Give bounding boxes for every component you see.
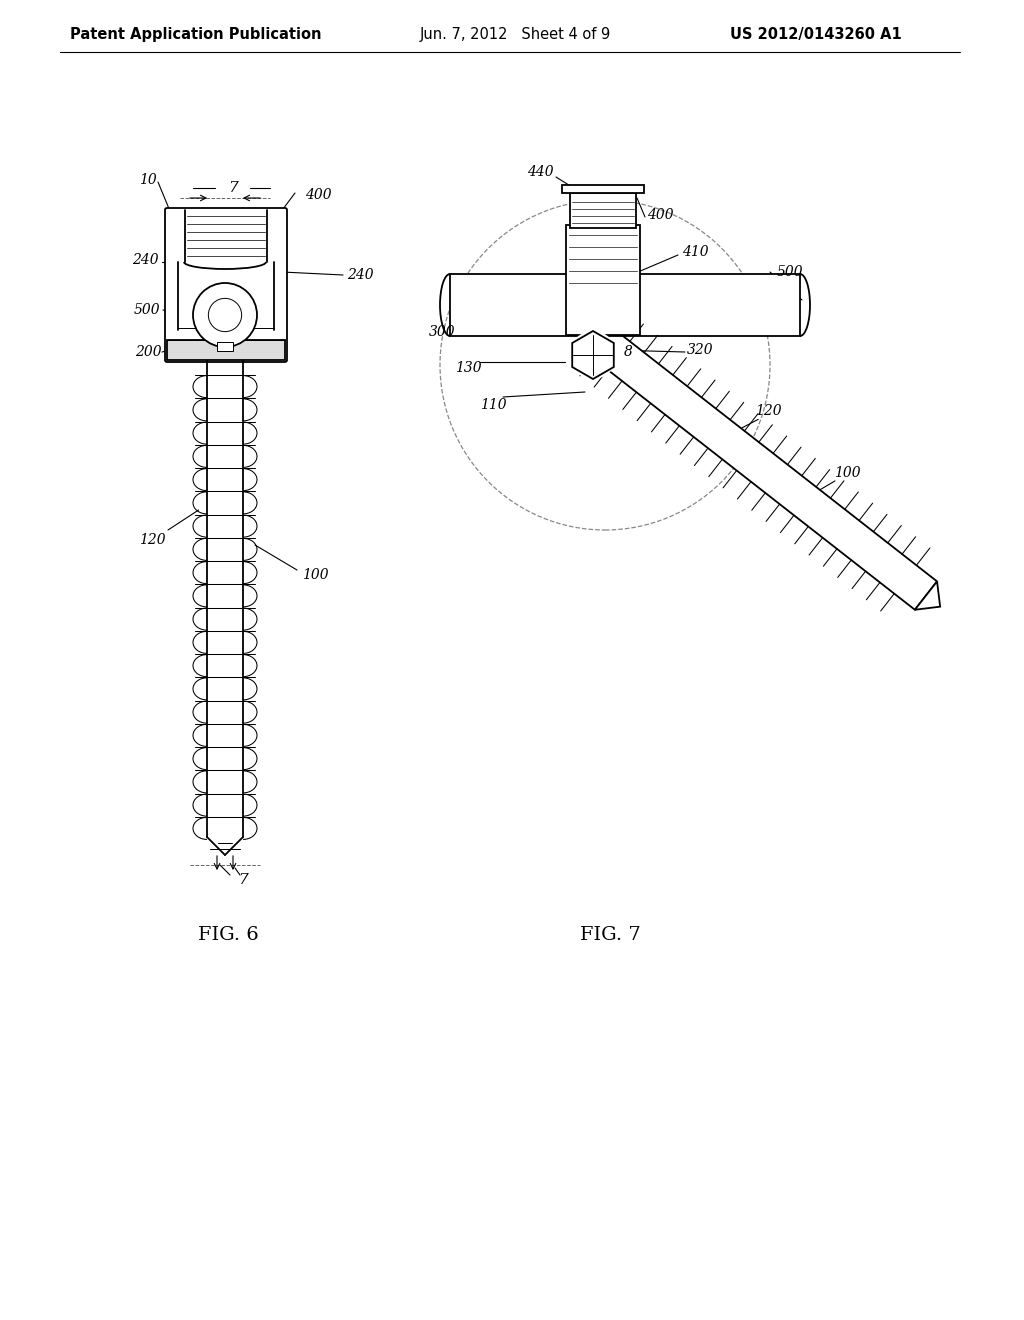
Bar <box>450 275 800 337</box>
FancyBboxPatch shape <box>165 209 287 362</box>
Bar <box>562 185 644 193</box>
Polygon shape <box>914 581 940 610</box>
Text: 100: 100 <box>834 466 860 480</box>
Polygon shape <box>572 331 613 379</box>
Text: 400: 400 <box>647 209 674 222</box>
Bar <box>570 193 636 228</box>
Text: FIG. 6: FIG. 6 <box>198 927 258 944</box>
Text: 320: 320 <box>687 343 714 356</box>
Text: US 2012/0143260 A1: US 2012/0143260 A1 <box>730 28 902 42</box>
Text: 240: 240 <box>132 253 159 267</box>
Text: FIG. 7: FIG. 7 <box>580 927 640 944</box>
Text: 10: 10 <box>139 173 157 187</box>
Text: 500: 500 <box>776 265 803 279</box>
Text: 110: 110 <box>479 399 506 412</box>
Text: 120: 120 <box>755 404 781 418</box>
Text: 410: 410 <box>682 246 709 259</box>
Text: 240: 240 <box>347 268 374 282</box>
Text: 400: 400 <box>305 187 332 202</box>
Text: 120: 120 <box>138 533 165 546</box>
Text: 500: 500 <box>134 304 161 317</box>
Text: 7: 7 <box>228 181 238 195</box>
Text: 8: 8 <box>624 345 633 359</box>
Text: Patent Application Publication: Patent Application Publication <box>70 28 322 42</box>
Polygon shape <box>584 323 937 610</box>
Text: 7: 7 <box>239 873 248 887</box>
Circle shape <box>208 298 242 331</box>
Text: 300: 300 <box>429 325 456 339</box>
Text: Jun. 7, 2012   Sheet 4 of 9: Jun. 7, 2012 Sheet 4 of 9 <box>420 28 611 42</box>
Text: 200: 200 <box>135 345 162 359</box>
Bar <box>450 275 800 337</box>
Text: 130: 130 <box>455 360 481 375</box>
Text: 100: 100 <box>302 568 329 582</box>
Bar <box>566 224 640 335</box>
Bar <box>450 275 800 337</box>
Bar <box>167 341 285 360</box>
Text: 440: 440 <box>526 165 553 180</box>
Circle shape <box>193 282 257 347</box>
Bar <box>217 342 233 351</box>
Circle shape <box>569 331 617 379</box>
